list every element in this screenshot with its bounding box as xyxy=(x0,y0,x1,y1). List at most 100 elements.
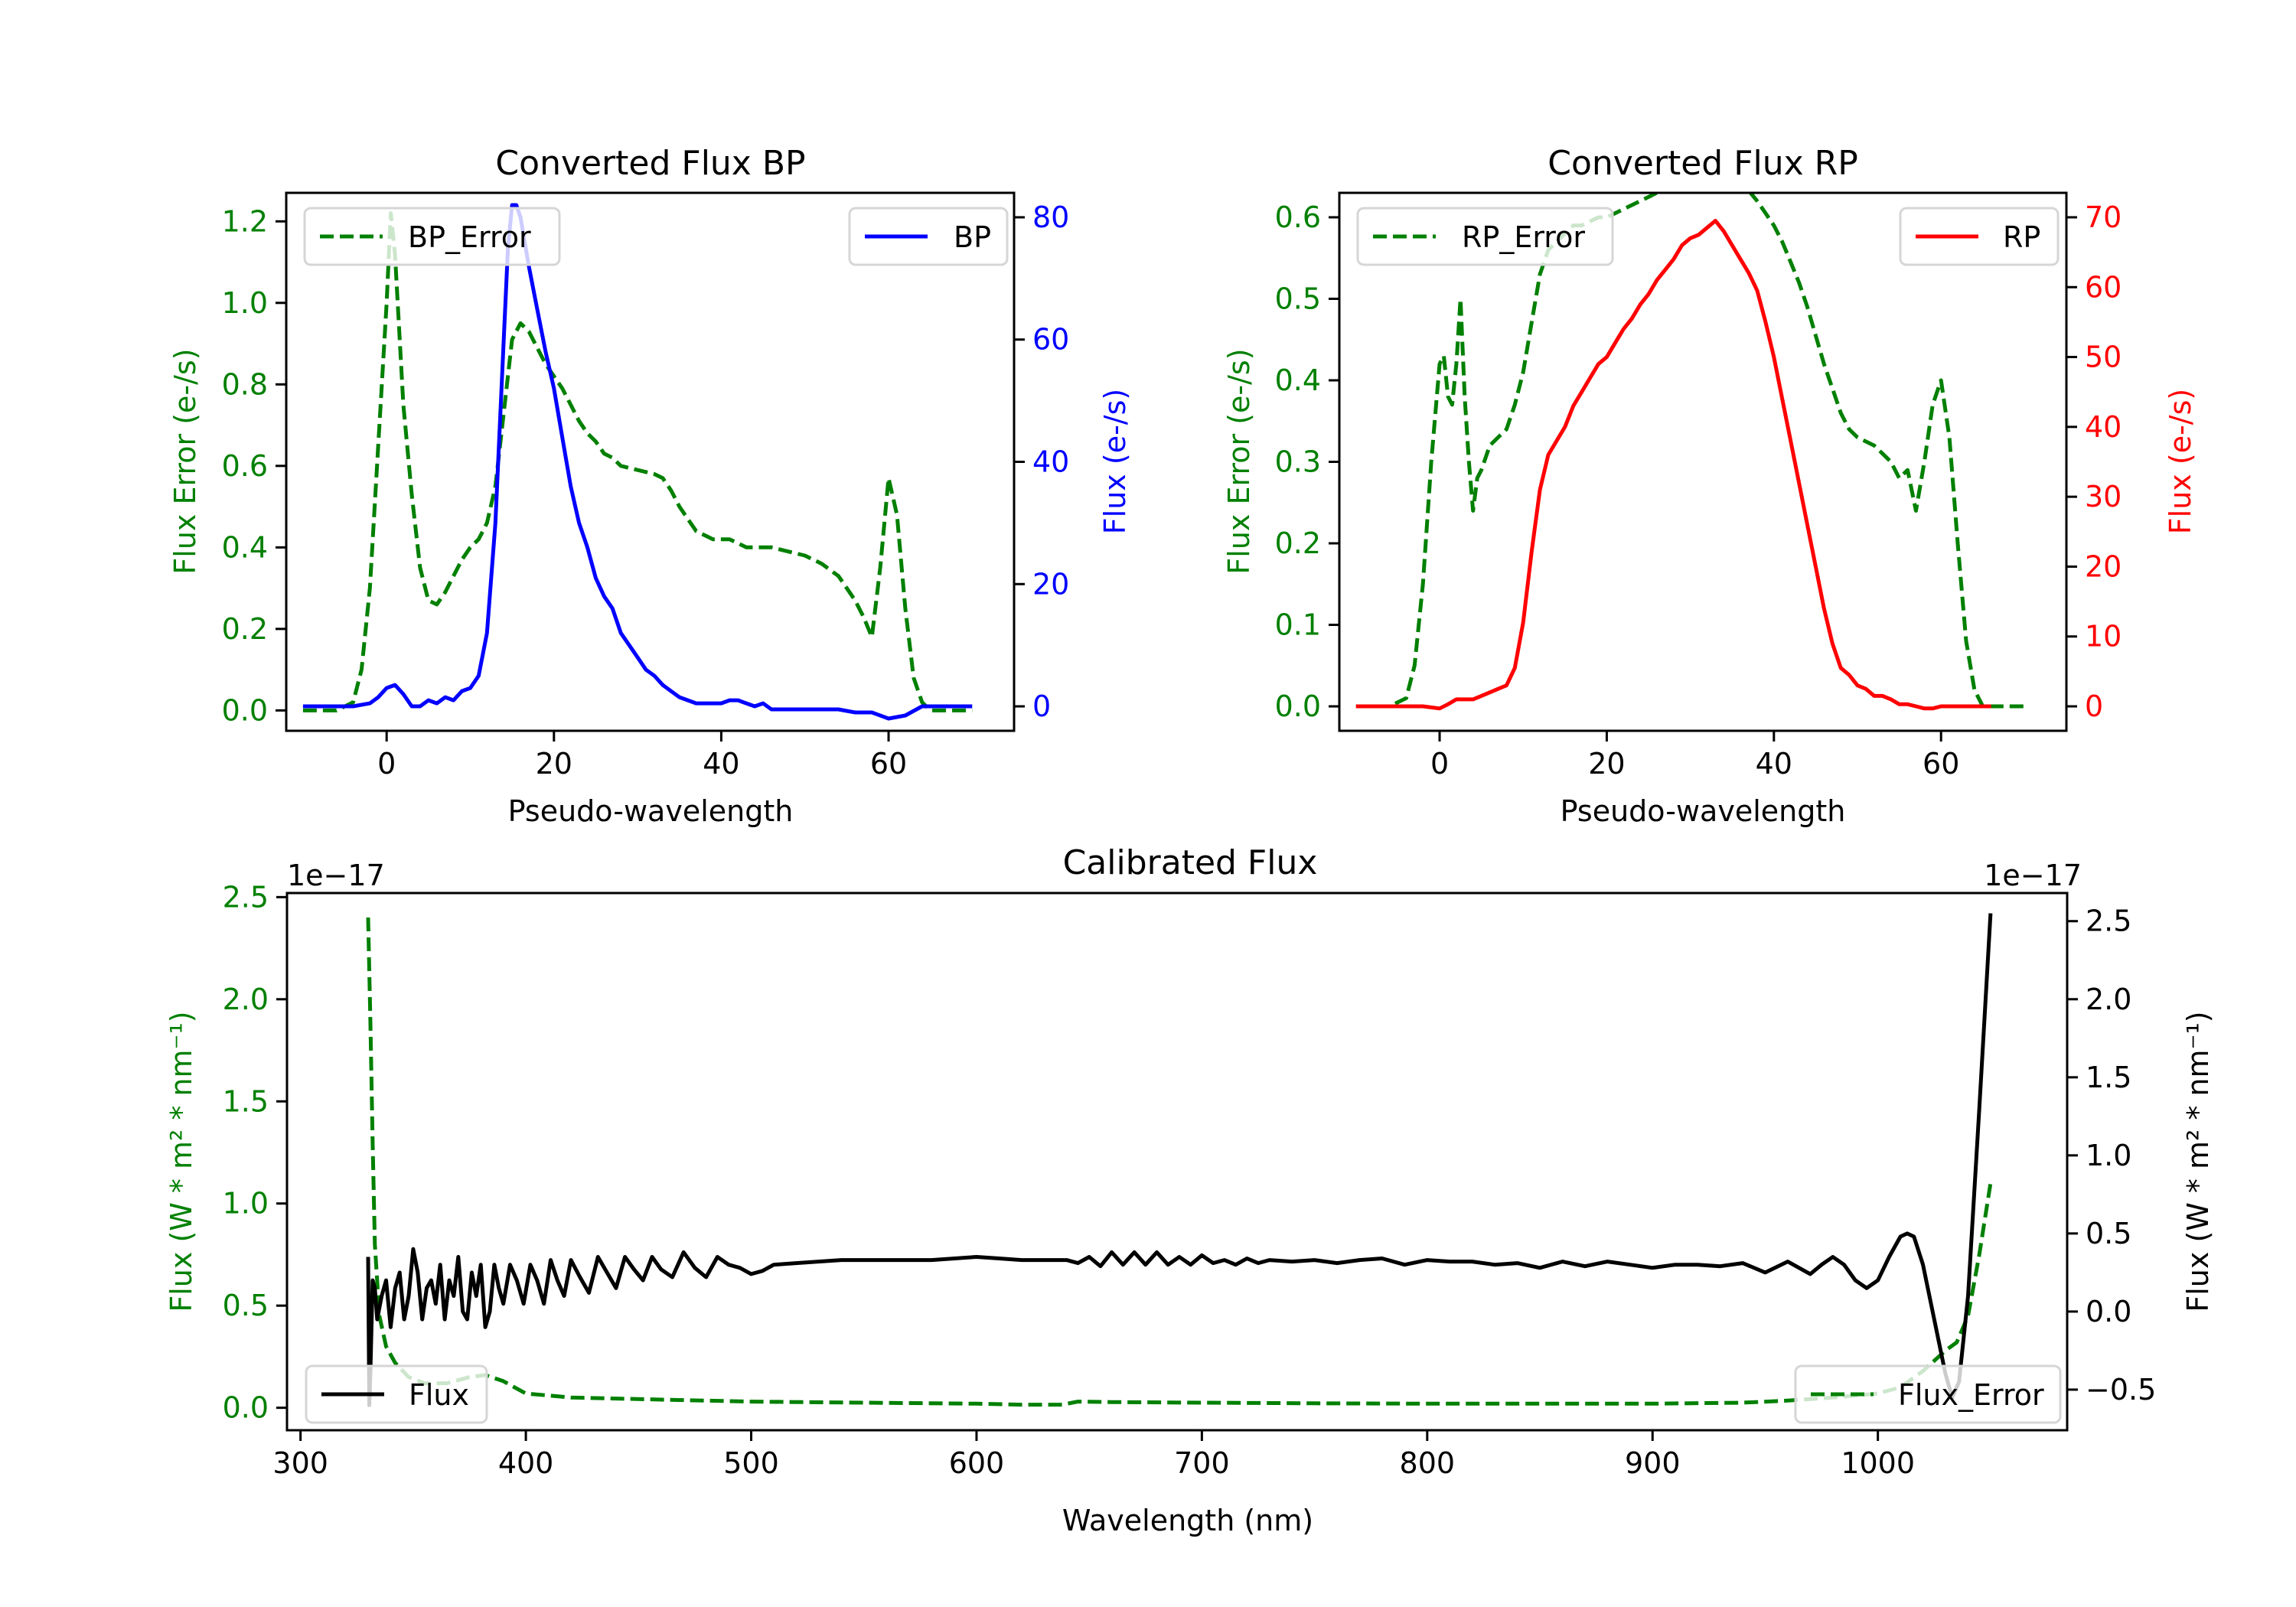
y-tick-label-right: 0.0 xyxy=(2086,1295,2131,1328)
y-tick-label-left: 0.1 xyxy=(1275,608,1321,642)
legend-flux-error: Flux_Error xyxy=(1794,1364,2062,1424)
y-tick-label-left: 0.6 xyxy=(222,449,268,483)
y-tick-label-left: 0.5 xyxy=(223,1289,269,1322)
legend-label: BP xyxy=(954,220,991,254)
legend-box xyxy=(1794,1364,2062,1424)
x-axis-label-bp: Pseudo-wavelength xyxy=(508,794,794,828)
y-tick-label-right: 40 xyxy=(1032,445,1069,479)
y-tick-label-right: 0.5 xyxy=(2086,1217,2131,1250)
chart-title-rp: Converted Flux RP xyxy=(1548,144,1858,183)
y-tick-label-right: 20 xyxy=(1032,567,1069,601)
x-tick-label: 40 xyxy=(703,747,739,781)
y-tick-label-right: 1.5 xyxy=(2086,1061,2131,1094)
legend-rp: RP xyxy=(1899,207,2060,266)
legend-label: Flux xyxy=(409,1378,469,1412)
y-tick-label-right: 1.0 xyxy=(2086,1139,2131,1172)
x-tick-label: 700 xyxy=(1174,1446,1230,1480)
axes-frame-rp xyxy=(1338,191,2068,732)
y-axis-label-left-rp: Flux Error (e-/s) xyxy=(1222,348,1256,574)
y-tick-label-right: 2.5 xyxy=(2086,905,2131,938)
legend-box xyxy=(1899,207,2060,266)
x-tick-label: 900 xyxy=(1625,1446,1681,1480)
subplot-bp: Converted Flux BP 0 20 40 60 0.0 0.2 0.4 0.6 0.8… xyxy=(168,144,1132,828)
offset-text-left: 1e−17 xyxy=(287,859,385,892)
y-tick-label-right: 30 xyxy=(2085,480,2122,513)
x-tick-label: 60 xyxy=(870,747,907,781)
y-tick-label-left: 0.0 xyxy=(223,1391,269,1425)
legend-label: BP_Error xyxy=(408,220,531,254)
y-tick-label-left: 2.5 xyxy=(223,880,269,914)
series-line-rp xyxy=(1355,219,1991,711)
y-tick-label-left: 0.5 xyxy=(1275,282,1321,315)
y-tick-label-left: 0.4 xyxy=(1275,363,1321,397)
y-tick-label-left: 1.0 xyxy=(222,286,268,320)
y-tick-label-right: 70 xyxy=(2085,200,2122,234)
subplot-calibrated: Calibrated Flux 1e−17 1e−17 300 400 500 600… xyxy=(165,843,2215,1537)
series-line-bp xyxy=(302,203,973,721)
series-line-rp-error xyxy=(1355,193,2025,709)
x-tick-label: 0 xyxy=(1430,747,1449,781)
y-tick-label-left: 0.2 xyxy=(222,612,268,646)
legend-bp-error: BP_Error xyxy=(303,207,561,266)
axes-frame-calibrated xyxy=(285,892,2069,1432)
subplot-rp: Converted Flux RP 0 20 40 60 0.0 0.1 0.2 0.3 0.4… xyxy=(1222,144,2197,828)
y-axis-label-right-calibrated: Flux (W * m² * nm⁻¹) xyxy=(2181,1011,2215,1312)
y-tick-label-left: 2.0 xyxy=(223,983,269,1016)
y-tick-label-left: 0.4 xyxy=(222,530,268,564)
x-tick-label: 500 xyxy=(723,1446,779,1480)
offset-text-right: 1e−17 xyxy=(1984,859,2082,892)
ticks-rp: 0 20 40 60 0.0 0.1 0.2 0.3 0.4 0.5 0.6 0 10 20 30 40 50 6… xyxy=(1275,200,2122,781)
legend-box xyxy=(1356,207,1614,266)
y-axis-label-right-bp: Flux (e-/s) xyxy=(1098,389,1132,534)
y-tick-label-right: 60 xyxy=(2085,270,2122,304)
legend-rp-error: RP_Error xyxy=(1356,207,1614,266)
y-tick-label-left: 1.5 xyxy=(223,1084,269,1118)
legend-flux: Flux xyxy=(305,1364,488,1424)
y-tick-label-right: 20 xyxy=(2085,549,2122,583)
x-tick-label: 40 xyxy=(1756,747,1792,781)
plot-area-bp xyxy=(302,203,973,721)
y-tick-label-right: 50 xyxy=(2085,341,2122,374)
x-tick-label: 400 xyxy=(498,1446,554,1480)
y-tick-label-right: 80 xyxy=(1032,200,1069,234)
x-tick-label: 20 xyxy=(1588,747,1625,781)
y-tick-label-right: 60 xyxy=(1032,323,1069,357)
series-line-flux xyxy=(366,913,1993,1407)
series-line-flux-error xyxy=(366,917,1993,1407)
chart-title-calibrated: Calibrated Flux xyxy=(1063,843,1318,882)
ticks-calibrated: 300 400 500 600 700 800 900 1000 0.0 0.5 1.0 1.5 2.0… xyxy=(223,880,2157,1480)
x-tick-label: 0 xyxy=(377,747,396,781)
y-tick-label-right: 0 xyxy=(2085,689,2103,723)
plot-area-rp xyxy=(1355,193,2025,711)
legend-box xyxy=(303,207,561,266)
y-tick-label-left: 1.0 xyxy=(223,1187,269,1221)
x-tick-label: 60 xyxy=(1923,747,1959,781)
x-axis-label-calibrated: Wavelength (nm) xyxy=(1062,1504,1313,1537)
x-tick-label: 800 xyxy=(1400,1446,1456,1480)
legend-label: Flux_Error xyxy=(1898,1378,2044,1412)
y-tick-label-right: 2.0 xyxy=(2086,983,2131,1016)
y-tick-label-right: 40 xyxy=(2085,410,2122,444)
y-tick-label-left: 0.3 xyxy=(1275,445,1321,479)
y-tick-label-left: 1.2 xyxy=(222,204,268,238)
x-tick-label: 600 xyxy=(949,1446,1005,1480)
legend-bp: BP xyxy=(848,207,1009,266)
y-tick-label-left: 0.2 xyxy=(1275,526,1321,560)
y-tick-label-left: 0.0 xyxy=(222,693,268,727)
y-axis-label-right-rp: Flux (e-/s) xyxy=(2164,389,2197,534)
legend-box xyxy=(848,207,1009,266)
legend-label: RP_Error xyxy=(1462,220,1585,254)
y-tick-label-right: 10 xyxy=(2085,620,2122,654)
y-tick-label-left: 0.6 xyxy=(1275,200,1321,234)
x-axis-label-rp: Pseudo-wavelength xyxy=(1561,794,1846,828)
y-axis-label-left-calibrated: Flux (W * m² * nm⁻¹) xyxy=(165,1011,198,1312)
y-axis-label-left-bp: Flux Error (e-/s) xyxy=(168,348,202,574)
y-tick-label-left: 0.8 xyxy=(222,367,268,401)
x-tick-label: 1000 xyxy=(1841,1446,1915,1480)
x-tick-label: 300 xyxy=(272,1446,328,1480)
ticks-bp: 0 20 40 60 0.0 0.2 0.4 0.6 0.8 1.0 1.2 0 20 40 60 80 xyxy=(222,200,1070,781)
legend-box xyxy=(305,1364,488,1424)
y-tick-label-right: −0.5 xyxy=(2086,1373,2156,1407)
legend-label: RP xyxy=(2003,220,2040,254)
